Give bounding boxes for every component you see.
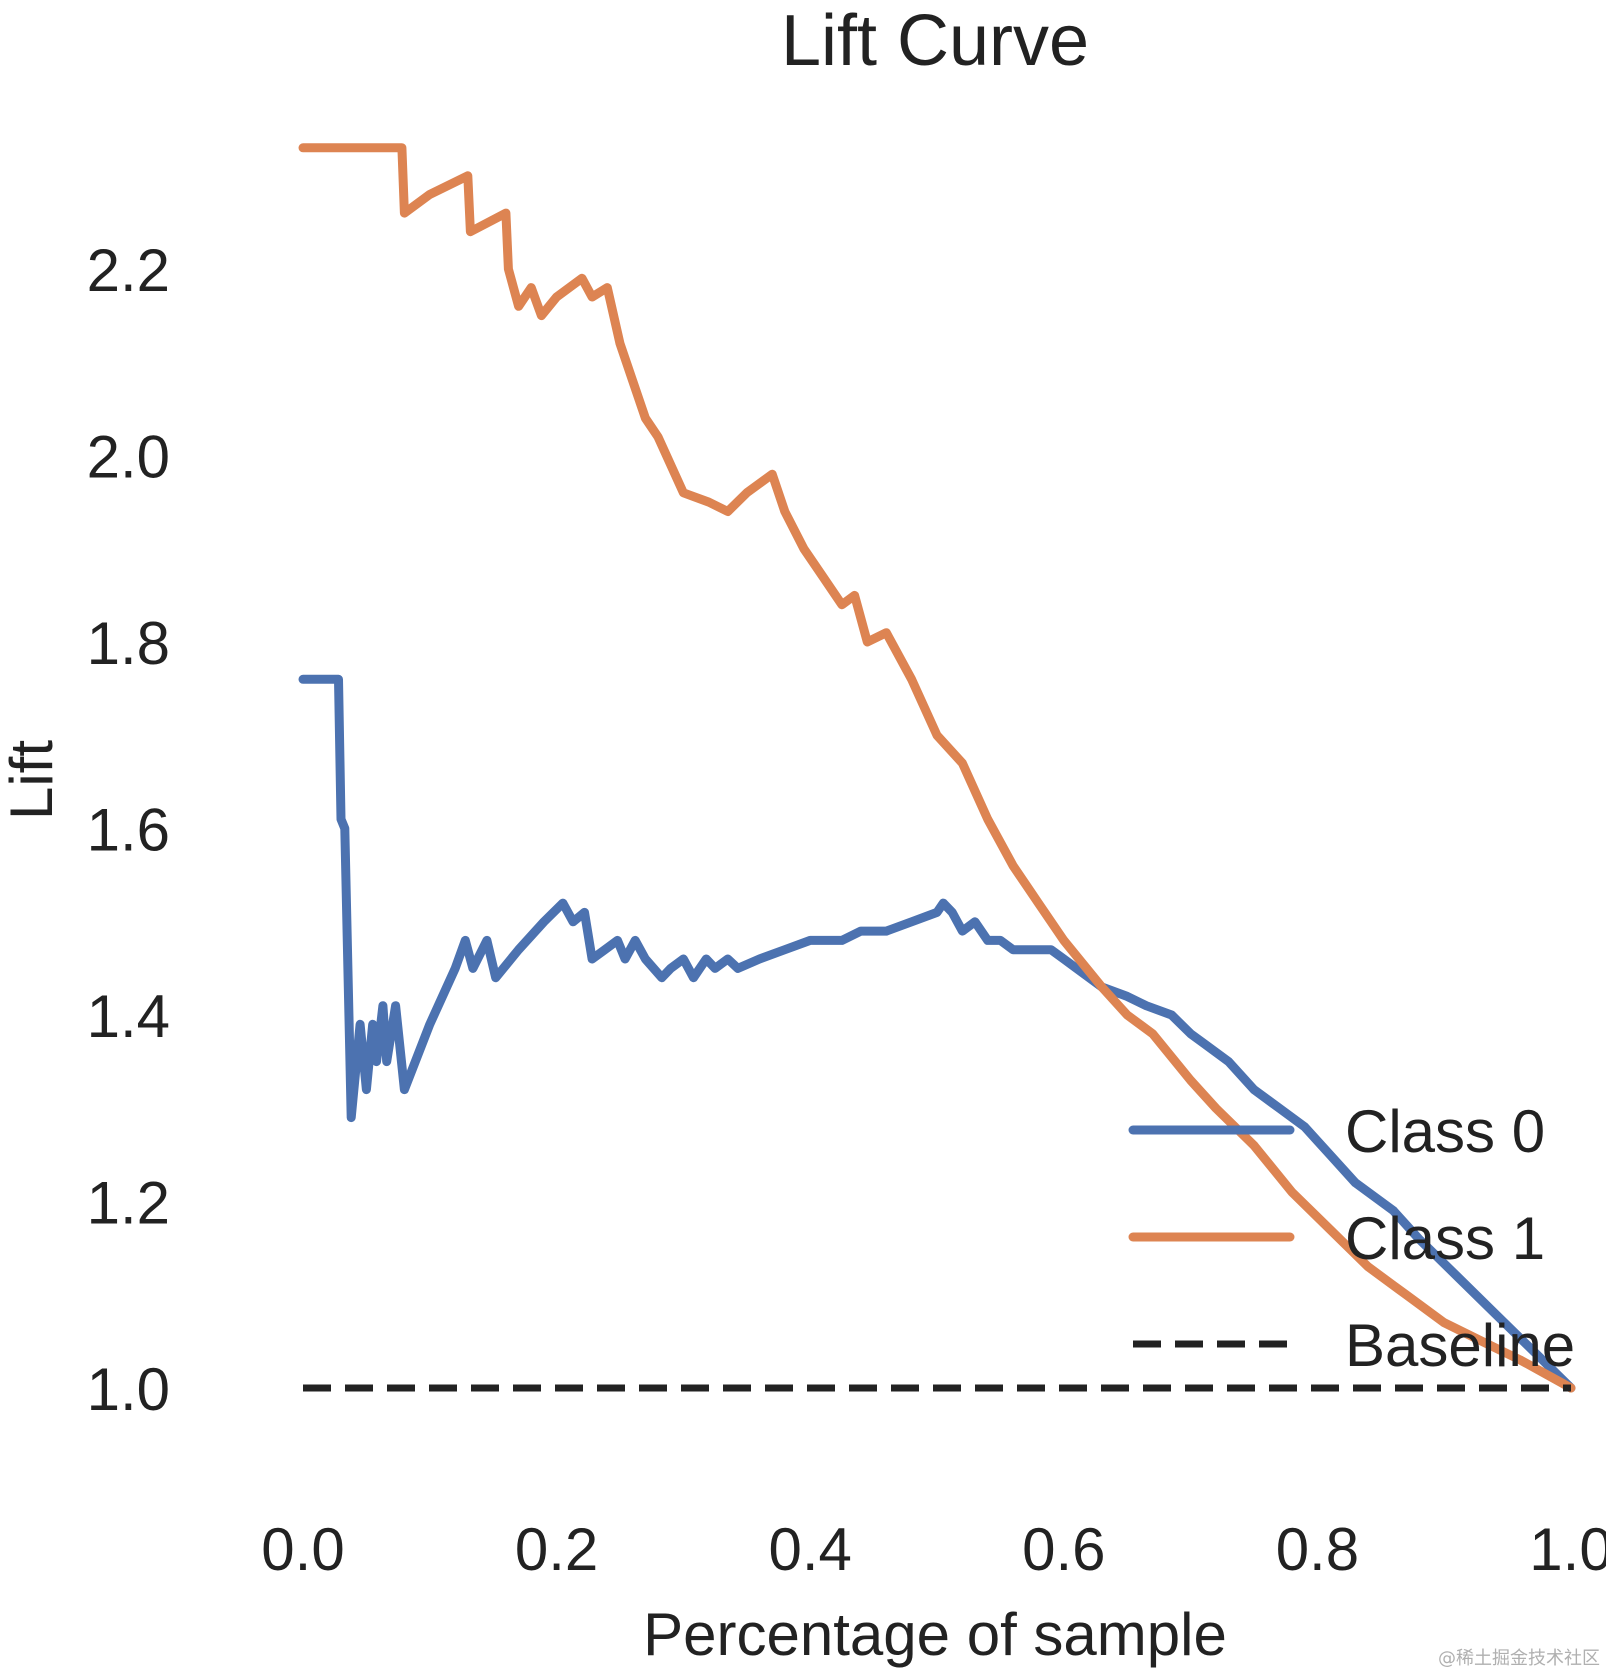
- series-lines: [298, 143, 1576, 1393]
- y-tick-labels: 1.0 1.2 1.4 1.6 1.8 2.0 2.2: [87, 237, 170, 1423]
- y-tick-label: 1.2: [87, 1170, 170, 1237]
- x-tick-label: 0.2: [515, 1516, 598, 1583]
- x-tick-label: 0.0: [261, 1516, 344, 1583]
- x-tick-label: 1.0: [1529, 1516, 1606, 1583]
- watermark-text: @稀土掘金技术社区: [1438, 1648, 1600, 1669]
- x-axis-label: Percentage of sample: [643, 1601, 1227, 1668]
- legend-label-class-0: Class 0: [1345, 1098, 1545, 1165]
- series-line-class-0: [298, 674, 1576, 1393]
- y-axis-label: Lift: [0, 740, 65, 820]
- y-tick-label: 1.6: [87, 797, 170, 864]
- legend-label-baseline: Baseline: [1345, 1312, 1575, 1379]
- x-tick-label: 0.8: [1276, 1516, 1359, 1583]
- y-tick-label: 1.4: [87, 983, 170, 1050]
- y-tick-label: 2.0: [87, 424, 170, 491]
- y-tick-label: 1.8: [87, 610, 170, 677]
- x-tick-label: 0.6: [1022, 1516, 1105, 1583]
- chart-title: Lift Curve: [781, 1, 1089, 81]
- y-tick-label: 2.2: [87, 237, 170, 304]
- y-tick-label: 1.0: [87, 1356, 170, 1423]
- legend-label-class-1: Class 1: [1345, 1205, 1545, 1272]
- legend: Class 0 Class 1 Baseline: [1128, 1098, 1575, 1379]
- x-tick-label: 0.4: [768, 1516, 851, 1583]
- x-tick-labels: 0.0 0.2 0.4 0.6 0.8 1.0: [261, 1516, 1606, 1583]
